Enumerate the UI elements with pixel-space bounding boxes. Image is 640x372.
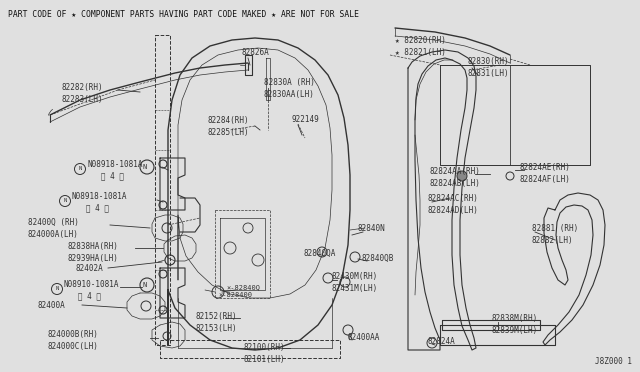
Text: 82400AA: 82400AA bbox=[348, 333, 380, 342]
Text: ×-82840Q: ×-82840Q bbox=[226, 284, 260, 290]
Circle shape bbox=[457, 171, 467, 181]
Text: 82830A (RH)
82830AA(LH): 82830A (RH) 82830AA(LH) bbox=[264, 78, 315, 99]
Text: J8Z000 1: J8Z000 1 bbox=[595, 357, 632, 366]
Text: 82152(RH)
82153(LH): 82152(RH) 82153(LH) bbox=[196, 312, 237, 333]
Text: ★ 82820(RH)
★ 82821(LH): ★ 82820(RH) ★ 82821(LH) bbox=[395, 36, 446, 57]
Text: N: N bbox=[143, 282, 147, 288]
Text: N: N bbox=[63, 199, 67, 203]
Text: N08918-1081A
   〈 4 〉: N08918-1081A 〈 4 〉 bbox=[87, 160, 143, 181]
Text: N: N bbox=[143, 164, 147, 170]
Text: 82400Q (RH)
824000A(LH): 82400Q (RH) 824000A(LH) bbox=[28, 218, 79, 239]
Text: 922149: 922149 bbox=[292, 115, 320, 124]
Text: N08910-1081A
   〈 4 〉: N08910-1081A 〈 4 〉 bbox=[64, 280, 120, 301]
Text: 82824AA(RH)
82824AB(LH): 82824AA(RH) 82824AB(LH) bbox=[430, 167, 481, 188]
Text: 82840N: 82840N bbox=[358, 224, 386, 233]
Text: 82840QA: 82840QA bbox=[303, 249, 335, 258]
Text: 82824AE(RH)
82824AF(LH): 82824AE(RH) 82824AF(LH) bbox=[519, 163, 570, 184]
Text: N: N bbox=[56, 286, 59, 292]
Text: N08918-1081A
   〈 4 〉: N08918-1081A 〈 4 〉 bbox=[72, 192, 127, 213]
Text: 82282(RH)
82283(LH): 82282(RH) 82283(LH) bbox=[62, 83, 104, 104]
Text: 82400A: 82400A bbox=[38, 301, 66, 310]
Text: ×-828400: ×-828400 bbox=[218, 292, 252, 298]
Text: 82838HA(RH)
82939HA(LH): 82838HA(RH) 82939HA(LH) bbox=[68, 242, 119, 263]
Text: 82838M(RH)
82839M(LH): 82838M(RH) 82839M(LH) bbox=[492, 314, 538, 335]
Text: 82824A: 82824A bbox=[428, 337, 456, 346]
Text: 82430M(RH)
82431M(LH): 82430M(RH) 82431M(LH) bbox=[332, 272, 378, 293]
Text: 82881 (RH)
82882(LH): 82881 (RH) 82882(LH) bbox=[532, 224, 579, 245]
Text: 82830(RH)
82831(LH): 82830(RH) 82831(LH) bbox=[467, 57, 509, 78]
Text: 82100(RH)
82101(LH): 82100(RH) 82101(LH) bbox=[244, 343, 285, 364]
Text: 824000B(RH)
824000C(LH): 824000B(RH) 824000C(LH) bbox=[48, 330, 99, 351]
Text: PART CODE OF ★ COMPONENT PARTS HAVING PART CODE MAKED ★ ARE NOT FOR SALE: PART CODE OF ★ COMPONENT PARTS HAVING PA… bbox=[8, 10, 359, 19]
Text: 82402A: 82402A bbox=[75, 264, 103, 273]
Text: 82284(RH)
82285(LH): 82284(RH) 82285(LH) bbox=[208, 116, 250, 137]
Text: 82824AC(RH)
82824AD(LH): 82824AC(RH) 82824AD(LH) bbox=[428, 194, 479, 215]
Text: 82840QB: 82840QB bbox=[362, 254, 394, 263]
Text: N: N bbox=[78, 167, 82, 171]
Text: 82826A: 82826A bbox=[241, 48, 269, 57]
